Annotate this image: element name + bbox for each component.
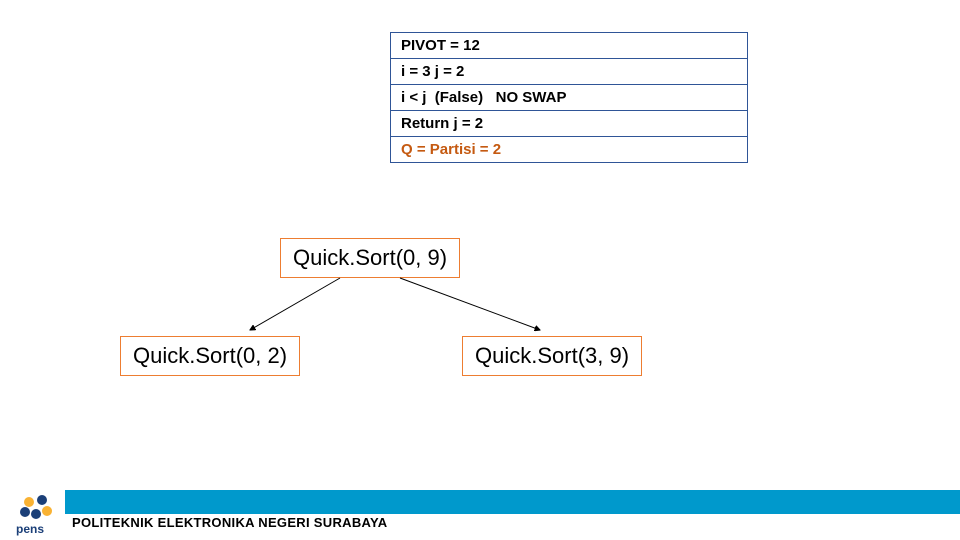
logo-text: pens: [16, 522, 44, 536]
pens-logo-icon: pens: [12, 492, 60, 536]
footer-bar: [65, 490, 960, 514]
edge-left: [250, 278, 340, 330]
footer-text: POLITEKNIK ELEKTRONIKA NEGERI SURABAYA: [72, 515, 388, 530]
edge-right: [400, 278, 540, 330]
tree-edges: [0, 0, 960, 540]
